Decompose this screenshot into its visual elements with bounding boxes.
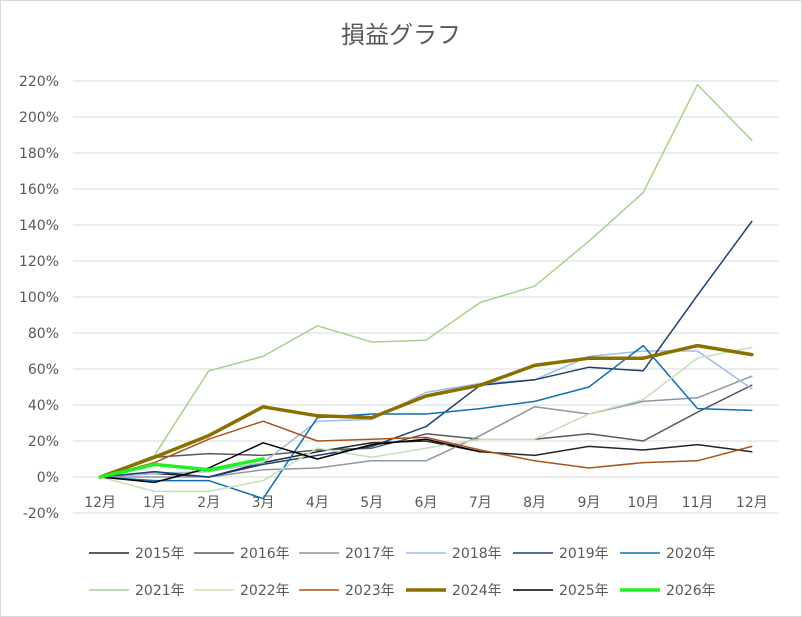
x-tick-label: 3月	[252, 495, 275, 511]
legend-label: 2015年	[135, 546, 185, 562]
y-tick-label: 140%	[19, 218, 59, 234]
x-tick-label: 1月	[143, 495, 166, 511]
x-axis-ticks: 12月 1月 2月 3月 4月 5月 6月 7月 8月 9月 10月 11月 12月	[84, 495, 768, 511]
legend-label: 2025年	[559, 583, 609, 599]
y-tick-label: 0%	[37, 470, 59, 486]
legend-item: 2018年	[406, 546, 502, 562]
legend-label: 2019年	[559, 546, 609, 562]
series-line-2019年	[99, 220, 753, 478]
series-line-2018年	[99, 350, 753, 478]
y-axis-ticks: -20% 0% 20% 40% 60% 80% 100% 120% 140% 160% 180% 20…	[19, 74, 59, 522]
legend-label: 2022年	[240, 583, 290, 599]
series-lines	[98, 83, 754, 500]
legend-label: 2020年	[666, 546, 716, 562]
series-line-2022年	[99, 346, 753, 493]
series-line-2026年	[98, 457, 265, 479]
series-line-2021年	[99, 83, 753, 478]
y-tick-label: 200%	[19, 110, 59, 126]
y-tick-label: 100%	[19, 290, 59, 306]
x-tick-label: 12月	[84, 495, 116, 511]
legend-label: 2026年	[666, 583, 716, 599]
y-tick-label: 160%	[19, 182, 59, 198]
series-line-2024年	[98, 343, 754, 479]
x-tick-label: 10月	[627, 495, 659, 511]
y-tick-label: 20%	[28, 434, 59, 450]
x-tick-label: 12月	[736, 495, 768, 511]
legend-item: 2026年	[620, 583, 716, 599]
series-line-2016年	[99, 384, 753, 478]
x-tick-label: 8月	[523, 495, 546, 511]
series-line-2025年	[99, 438, 482, 484]
series-line-2020年	[99, 344, 753, 500]
legend: 2015年 2016年 2017年 2018年 2019年 2020年 2021年 2022年…	[89, 546, 716, 599]
legend-label: 2018年	[452, 546, 502, 562]
legend-item: 2024年	[406, 583, 502, 599]
legend-item: 2023年	[299, 583, 395, 599]
legend-item: 2022年	[194, 583, 290, 599]
legend-label: 2017年	[345, 546, 395, 562]
legend-item: 2021年	[89, 583, 185, 599]
legend-item: 2017年	[299, 546, 395, 562]
y-tick-label: 60%	[28, 362, 59, 378]
y-tick-label: 80%	[28, 326, 59, 342]
x-tick-label: 6月	[415, 495, 438, 511]
legend-label: 2021年	[135, 583, 185, 599]
series-line-2023年	[99, 420, 753, 478]
legend-label: 2024年	[452, 583, 502, 599]
x-tick-label: 5月	[360, 495, 383, 511]
chart-title: 損益グラフ	[341, 21, 461, 49]
legend-item: 2015年	[89, 546, 185, 562]
legend-label: 2023年	[345, 583, 395, 599]
legend-item: 2020年	[620, 546, 716, 562]
legend-label: 2016年	[240, 546, 290, 562]
legend-item: 2016年	[194, 546, 290, 562]
y-tick-label: 40%	[28, 398, 59, 414]
legend-item: 2025年	[513, 583, 609, 599]
x-tick-label: 7月	[469, 495, 492, 511]
y-tick-label: -20%	[23, 506, 59, 522]
x-tick-label: 4月	[306, 495, 329, 511]
x-tick-label: 9月	[577, 495, 600, 511]
x-tick-label: 11月	[682, 495, 714, 511]
y-tick-label: 120%	[19, 254, 59, 270]
y-tick-label: 220%	[19, 74, 59, 90]
y-tick-label: 180%	[19, 146, 59, 162]
x-tick-label: 2月	[197, 495, 220, 511]
legend-item: 2019年	[513, 546, 609, 562]
